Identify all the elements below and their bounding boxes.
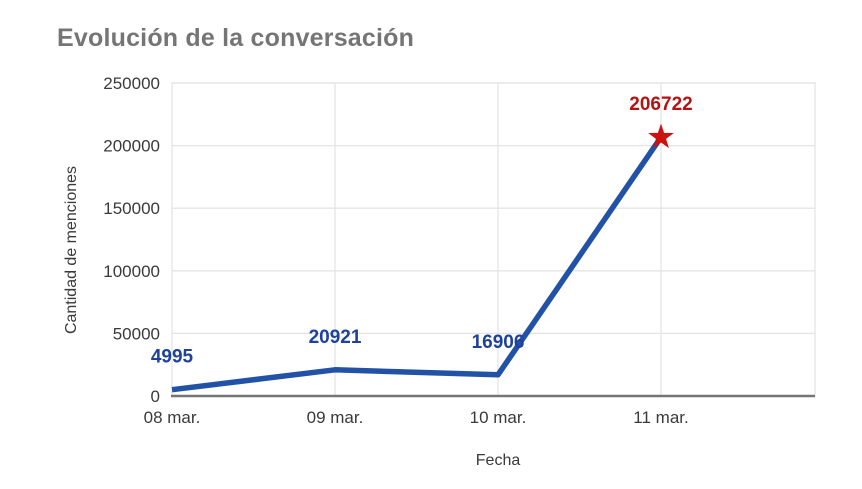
data-label: 4995	[151, 347, 194, 368]
data-label: 20921	[309, 327, 362, 348]
x-tick-label: 08 mar.	[144, 408, 201, 427]
y-tick-label: 200000	[103, 137, 160, 156]
y-tick-label: 0	[151, 387, 160, 406]
series-line	[171, 135, 664, 393]
y-tick-label: 150000	[103, 199, 160, 218]
chart-title: Evolución de la conversación	[57, 24, 415, 52]
data-label: 16906	[472, 332, 525, 353]
x-tick-label: 11 mar.	[633, 408, 688, 427]
y-tick-label: 250000	[103, 74, 160, 93]
x-tick-label: 10 mar.	[470, 408, 527, 427]
x-axis-title: Fecha	[475, 452, 521, 469]
star-marker	[648, 123, 674, 149]
x-tick-label: 09 mar.	[307, 408, 364, 427]
y-tick-label: 50000	[113, 324, 160, 343]
data-label: 206722	[629, 94, 692, 115]
y-tick-label: 100000	[103, 262, 160, 281]
